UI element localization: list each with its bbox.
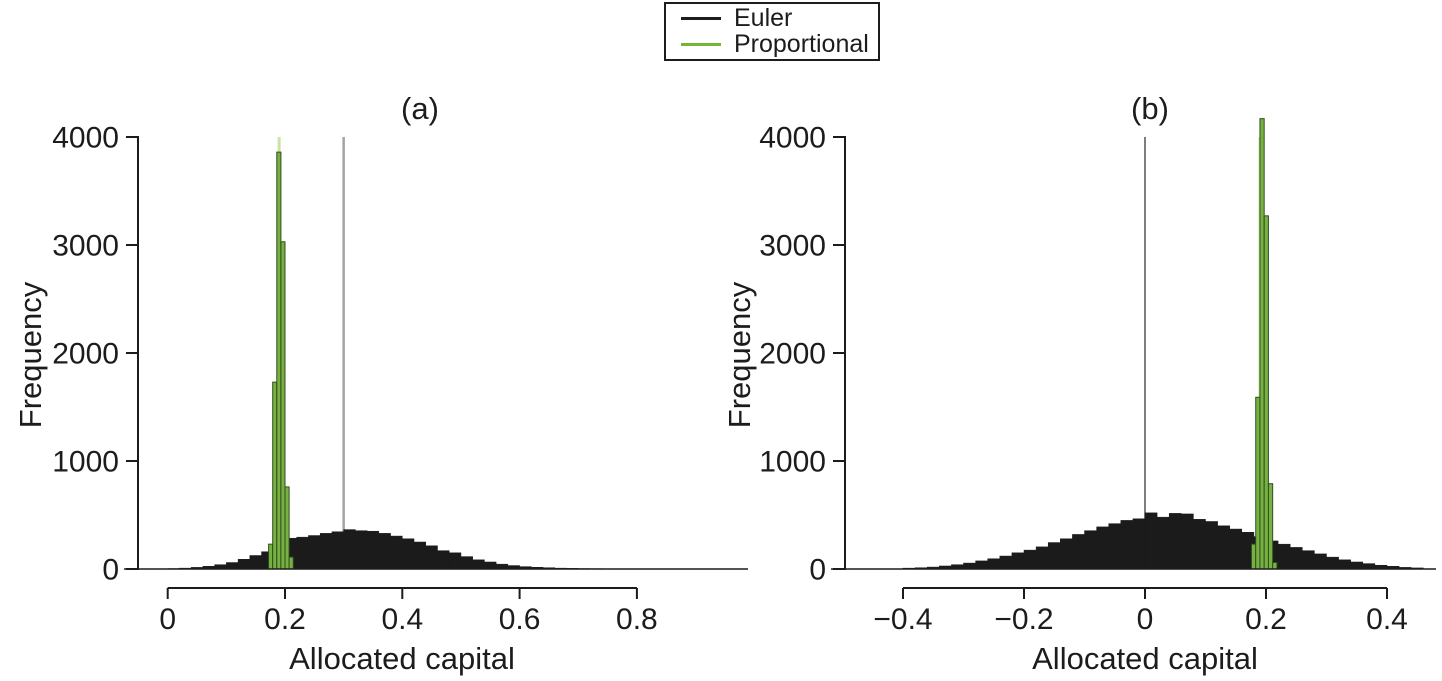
euler-histogram-bar xyxy=(1289,547,1303,570)
euler-histogram-bar xyxy=(1205,521,1218,570)
x-tick-label: 0.2 xyxy=(1245,603,1287,636)
euler-histogram-bar xyxy=(448,552,462,570)
euler-histogram-bar xyxy=(1072,534,1085,570)
euler-histogram-bar xyxy=(1277,543,1291,570)
y-tick-label: 1000 xyxy=(759,446,826,479)
panel-a-title: (a) xyxy=(401,91,439,126)
proportional-histogram-bar xyxy=(280,241,286,570)
legend-label-euler: Euler xyxy=(734,4,793,32)
euler-histogram-bar xyxy=(999,555,1013,570)
euler-histogram-bar xyxy=(484,561,497,570)
proportional-histogram-bar xyxy=(1255,396,1261,570)
euler-histogram-bar xyxy=(1047,542,1061,570)
y-tick-label: 4000 xyxy=(759,122,826,155)
panel-b-x-axis-label: Allocated capital xyxy=(1032,641,1258,676)
panel-a-y-axis-label: Frequency xyxy=(13,281,48,429)
euler-histogram-bar xyxy=(1023,549,1037,570)
euler-histogram-bar xyxy=(1156,516,1170,570)
proportional-histogram-bar xyxy=(1259,118,1265,570)
euler-histogram-bar xyxy=(319,533,333,570)
euler-histogram-bar xyxy=(1060,538,1073,570)
euler-histogram-bar xyxy=(460,556,473,570)
euler-line-swatch-icon xyxy=(681,17,721,20)
euler-histogram-bar xyxy=(390,535,403,570)
euler-histogram-bar xyxy=(425,545,438,570)
x-tick-label: −0.4 xyxy=(873,603,932,636)
euler-histogram-bar xyxy=(308,535,321,570)
proportional-histogram-bar xyxy=(1267,483,1274,570)
euler-histogram-bar xyxy=(1144,512,1158,570)
y-tick-label: 3000 xyxy=(759,230,826,263)
euler-histogram-bar xyxy=(1302,550,1315,570)
x-tick-label: −0.2 xyxy=(994,603,1053,636)
euler-histogram-bar xyxy=(437,550,450,570)
proportional-histogram-bar xyxy=(1250,543,1257,570)
euler-histogram-bar xyxy=(1096,526,1109,570)
x-tick-label: 0.4 xyxy=(381,603,423,636)
legend-item-proportional: Proportional xyxy=(666,30,878,58)
euler-histogram-bar xyxy=(1120,520,1134,570)
x-tick-label: 0 xyxy=(159,603,176,636)
proportional-histogram-bar xyxy=(272,381,278,570)
euler-histogram-bar xyxy=(402,538,415,570)
euler-histogram-bar xyxy=(249,555,262,570)
proportional-histogram-bar xyxy=(288,556,294,570)
x-tick-label: 0.4 xyxy=(1366,603,1408,636)
euler-histogram-bar xyxy=(963,562,976,570)
y-tick-label: 0 xyxy=(809,554,826,587)
legend-label-proportional: Proportional xyxy=(734,30,869,58)
y-tick-label: 3000 xyxy=(52,230,119,263)
y-tick-label: 1000 xyxy=(52,446,119,479)
euler-histogram-bar xyxy=(1181,513,1194,570)
proportional-histogram-bar xyxy=(268,543,274,570)
x-tick-label: 0.2 xyxy=(264,603,306,636)
y-tick-label: 2000 xyxy=(759,338,826,371)
y-tick-label: 0 xyxy=(102,554,119,587)
euler-histogram-bar xyxy=(1132,518,1146,570)
euler-histogram-bar xyxy=(1314,553,1327,570)
y-tick-label: 2000 xyxy=(52,338,119,371)
panel-a-x-axis-label: Allocated capital xyxy=(289,641,515,676)
y-tick-label: 4000 xyxy=(52,122,119,155)
euler-histogram-bar xyxy=(1193,519,1206,570)
proportional-histogram-bar xyxy=(1272,562,1278,570)
euler-histogram-bar xyxy=(1350,561,1364,570)
euler-histogram-bar xyxy=(1011,552,1025,570)
euler-histogram-bar xyxy=(355,530,368,570)
proportional-line-swatch-icon xyxy=(681,43,721,46)
proportional-histogram-bar xyxy=(1263,215,1269,570)
euler-histogram-bar xyxy=(987,558,1001,570)
euler-histogram-bar xyxy=(1362,563,1376,570)
euler-histogram-bar xyxy=(413,541,427,570)
euler-histogram-bar xyxy=(1084,530,1097,570)
euler-histogram-bar xyxy=(343,529,356,570)
euler-histogram-bar xyxy=(226,562,239,570)
x-tick-label: 0.8 xyxy=(616,603,658,636)
proportional-histogram-bar xyxy=(276,151,282,570)
euler-histogram-bar xyxy=(975,560,988,570)
euler-histogram-bar xyxy=(366,530,380,570)
euler-histogram-bar xyxy=(1168,513,1182,570)
euler-histogram-bar xyxy=(1229,528,1243,570)
euler-histogram-bar xyxy=(331,531,344,570)
x-tick-label: 0.6 xyxy=(499,603,541,636)
euler-histogram-bar xyxy=(1108,523,1122,570)
euler-histogram-bar xyxy=(1217,525,1230,570)
euler-histogram-bar xyxy=(378,533,391,570)
proportional-histogram-bar xyxy=(284,486,290,570)
euler-histogram-bar xyxy=(237,559,251,570)
legend-item-euler: Euler xyxy=(666,4,878,32)
euler-histogram-bar xyxy=(296,536,309,570)
euler-histogram-bar xyxy=(1338,559,1351,570)
panel-b-y-axis-label: Frequency xyxy=(722,281,757,429)
euler-histogram-bar xyxy=(1035,546,1049,570)
legend: Euler Proportional xyxy=(664,2,880,61)
euler-histogram-bar xyxy=(472,559,485,570)
x-tick-label: 0 xyxy=(1137,603,1154,636)
euler-histogram-bar xyxy=(1326,556,1339,570)
panel-b-title: (b) xyxy=(1131,91,1169,126)
